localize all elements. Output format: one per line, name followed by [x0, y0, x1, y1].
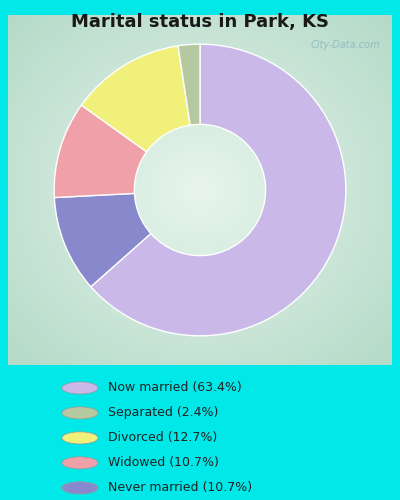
- Wedge shape: [82, 46, 190, 152]
- Text: Now married (63.4%): Now married (63.4%): [108, 382, 242, 394]
- Text: Separated (2.4%): Separated (2.4%): [108, 406, 218, 420]
- Text: City-Data.com: City-Data.com: [311, 40, 380, 50]
- Circle shape: [62, 432, 98, 444]
- Circle shape: [62, 457, 98, 469]
- Text: Never married (10.7%): Never married (10.7%): [108, 482, 252, 494]
- Wedge shape: [178, 44, 200, 125]
- Wedge shape: [91, 44, 346, 336]
- Wedge shape: [54, 105, 147, 198]
- Circle shape: [62, 482, 98, 494]
- Text: Marital status in Park, KS: Marital status in Park, KS: [71, 14, 329, 32]
- Circle shape: [62, 382, 98, 394]
- Text: Divorced (12.7%): Divorced (12.7%): [108, 432, 217, 444]
- Wedge shape: [54, 194, 151, 286]
- Text: Widowed (10.7%): Widowed (10.7%): [108, 456, 219, 469]
- Circle shape: [62, 407, 98, 419]
